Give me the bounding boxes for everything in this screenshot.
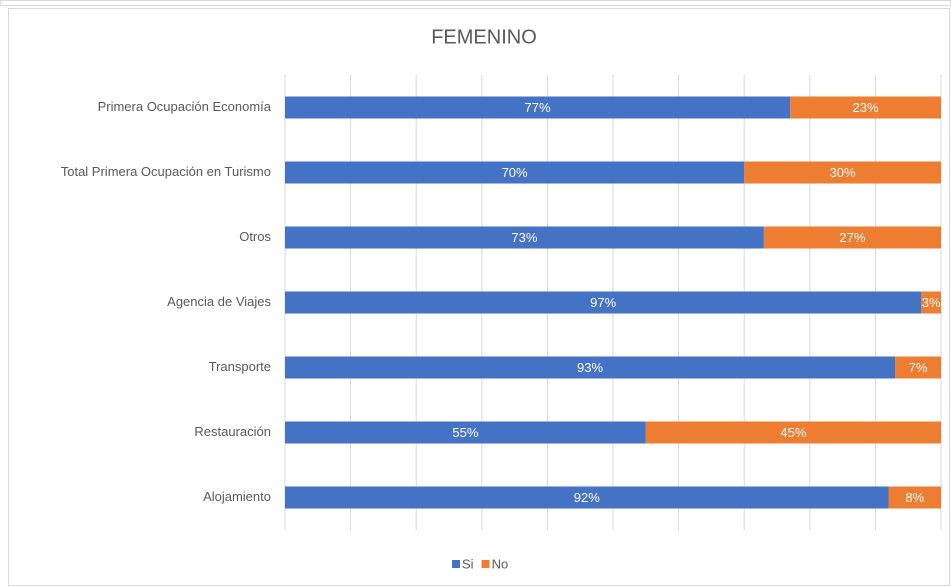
data-label: 77% xyxy=(525,100,551,115)
data-label: 70% xyxy=(502,165,528,180)
bar-segment xyxy=(285,421,646,444)
chart-title: FEMENINO xyxy=(431,26,537,48)
legend-label: No xyxy=(492,556,509,571)
data-label: 45% xyxy=(780,425,806,440)
y-tick-label: Alojamiento xyxy=(203,489,271,504)
y-tick-label: Otros xyxy=(239,229,271,244)
top-strip xyxy=(0,0,951,6)
legend-label: Si xyxy=(462,556,474,571)
legend-swatch xyxy=(481,560,490,568)
bar-segment xyxy=(888,486,941,509)
data-label: 23% xyxy=(853,100,879,115)
data-label: 30% xyxy=(830,165,856,180)
bar-segment xyxy=(645,421,941,444)
data-label: 55% xyxy=(452,425,478,440)
y-tick-label: Total Primera Ocupación en Turismo xyxy=(61,164,271,179)
y-tick-label: Restauración xyxy=(194,424,271,439)
bar-segment xyxy=(285,226,764,249)
data-label: 3% xyxy=(922,295,941,310)
bar-segment xyxy=(285,486,889,509)
bar-segment xyxy=(763,226,941,249)
y-tick-label: Transporte xyxy=(209,359,271,374)
bar-segment xyxy=(921,291,941,314)
bar-segment xyxy=(744,161,941,184)
data-label: 92% xyxy=(574,490,600,505)
bar-segment xyxy=(285,96,791,119)
bar-segment xyxy=(895,356,941,379)
data-label: 8% xyxy=(905,490,924,505)
bar-segment xyxy=(285,161,745,184)
legend-swatch xyxy=(452,560,460,568)
data-label: 7% xyxy=(909,360,928,375)
bar-segment xyxy=(285,291,922,314)
data-label: 97% xyxy=(590,295,616,310)
y-tick-label: Primera Ocupación Economía xyxy=(98,99,272,114)
data-label: 93% xyxy=(577,360,603,375)
y-tick-label: Agencia de Viajes xyxy=(167,294,271,309)
bar-segment xyxy=(285,356,896,379)
data-label: 73% xyxy=(511,230,537,245)
bar-segment xyxy=(790,96,941,119)
data-label: 27% xyxy=(839,230,865,245)
